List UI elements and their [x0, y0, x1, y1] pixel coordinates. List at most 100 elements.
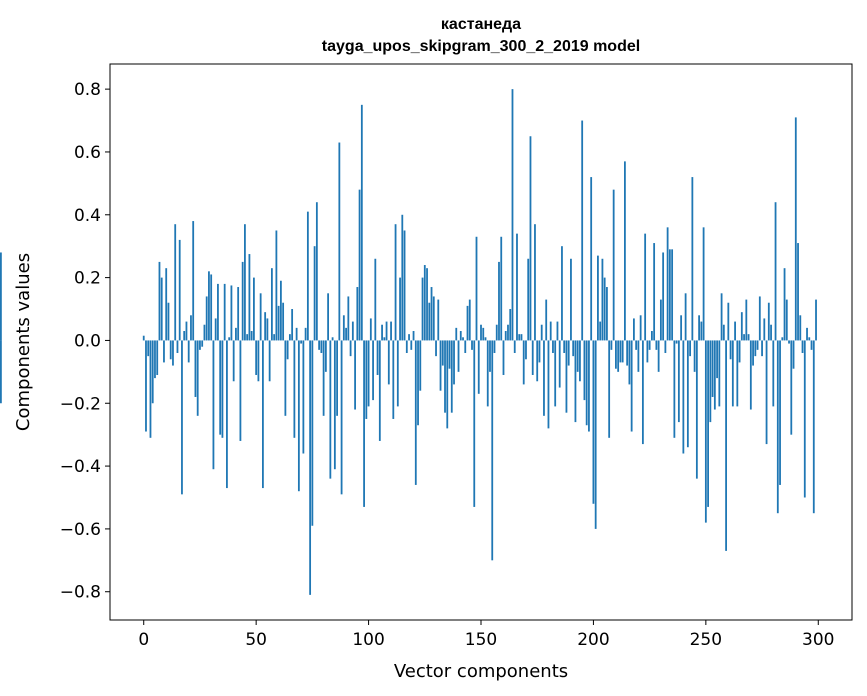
bar-43 [239, 340, 242, 441]
bar-6 [156, 340, 159, 375]
bar-185 [558, 340, 561, 388]
bar-57 [270, 268, 273, 341]
bar-229 [657, 340, 660, 372]
bar-231 [662, 252, 665, 341]
bar-105 [378, 340, 381, 441]
bar-58 [273, 334, 276, 341]
bar-64 [286, 340, 289, 360]
bar-158 [498, 261, 500, 341]
bar-225 [648, 340, 651, 350]
bar-261 [729, 340, 732, 360]
bar-219 [635, 340, 638, 350]
bar-238 [677, 340, 680, 423]
bar-114 [399, 277, 401, 341]
bar-73 [306, 211, 309, 341]
bar-14 [174, 224, 177, 341]
x-tick-label-300: 300 [802, 630, 834, 650]
bar-82 [327, 293, 329, 341]
bar-267 [743, 334, 745, 341]
bar-168 [520, 334, 523, 341]
bar-250 [704, 340, 707, 523]
bar-182 [552, 340, 554, 353]
bar-216 [628, 340, 631, 385]
bar-162 [507, 324, 509, 341]
bar-145 [468, 299, 471, 341]
bar-1 [145, 340, 147, 432]
bar-133 [441, 340, 444, 366]
bar-96 [358, 189, 361, 341]
bar-273 [756, 340, 759, 350]
bar-268 [745, 299, 748, 341]
bar-61 [279, 280, 282, 341]
bar-269 [747, 334, 750, 341]
bar-23 [194, 340, 197, 397]
bar-164 [511, 89, 514, 341]
bar-244 [691, 177, 694, 341]
bar-9 [163, 340, 165, 363]
bar-207 [608, 340, 611, 438]
bar-108 [385, 321, 388, 341]
bar-299 [815, 299, 817, 341]
bar-253 [711, 340, 714, 397]
x-axis: 0 50 100 150 200 250 300 [138, 620, 834, 650]
bar-93 [351, 321, 354, 341]
bar-70 [300, 340, 303, 344]
bar-8 [160, 277, 163, 341]
bar-230 [659, 299, 662, 341]
bar-106 [381, 324, 383, 341]
bar-65 [288, 334, 291, 341]
bar-245 [693, 340, 696, 372]
bar-34 [219, 340, 222, 435]
bar-37 [226, 340, 228, 489]
bar-208 [610, 340, 613, 350]
bar-115 [401, 214, 404, 341]
bar-272 [754, 340, 757, 357]
bar-54 [264, 312, 267, 341]
bar-240 [682, 340, 685, 454]
bar-169 [522, 340, 525, 385]
bar-90 [345, 327, 347, 341]
bar-17 [181, 340, 183, 495]
bar-274 [758, 296, 761, 341]
bar-161 [504, 331, 507, 341]
chart-title: кастанеда [441, 16, 521, 33]
bar-16 [178, 239, 181, 341]
bar-176 [538, 340, 541, 363]
bar-174 [534, 224, 536, 341]
bar-175 [536, 340, 539, 382]
bar-27 [203, 324, 206, 341]
bar-163 [509, 309, 512, 341]
bar-89 [342, 315, 345, 341]
bar-75 [311, 340, 314, 526]
bar-68 [295, 327, 298, 341]
bar-110 [390, 321, 392, 341]
bar-129 [432, 296, 435, 341]
bar-239 [680, 315, 683, 341]
bar-122 [417, 340, 419, 426]
bar-166 [516, 233, 518, 341]
bar-254 [713, 340, 716, 410]
bar-26 [201, 340, 204, 347]
bar-undefined [0, 252, 2, 341]
x-tick-label-100: 100 [352, 630, 384, 650]
bar-234 [668, 249, 671, 341]
bar-147 [473, 340, 476, 507]
bar-205 [603, 277, 606, 341]
x-tick-label-50: 50 [245, 630, 267, 650]
bar-62 [282, 302, 285, 341]
bar-194 [579, 340, 581, 382]
x-tick-label-0: 0 [138, 630, 149, 650]
bar-18 [183, 331, 186, 341]
bar-264 [736, 340, 739, 407]
bar-159 [500, 236, 503, 341]
bar-25 [199, 340, 201, 350]
bar-263 [734, 321, 736, 341]
bar-78 [318, 340, 321, 350]
bar-148 [475, 236, 478, 341]
bar-38 [228, 337, 231, 341]
bar-195 [581, 120, 584, 341]
bar-116 [403, 230, 406, 341]
bar-279 [770, 324, 772, 341]
bar-298 [812, 340, 815, 514]
bar-48 [250, 331, 253, 341]
